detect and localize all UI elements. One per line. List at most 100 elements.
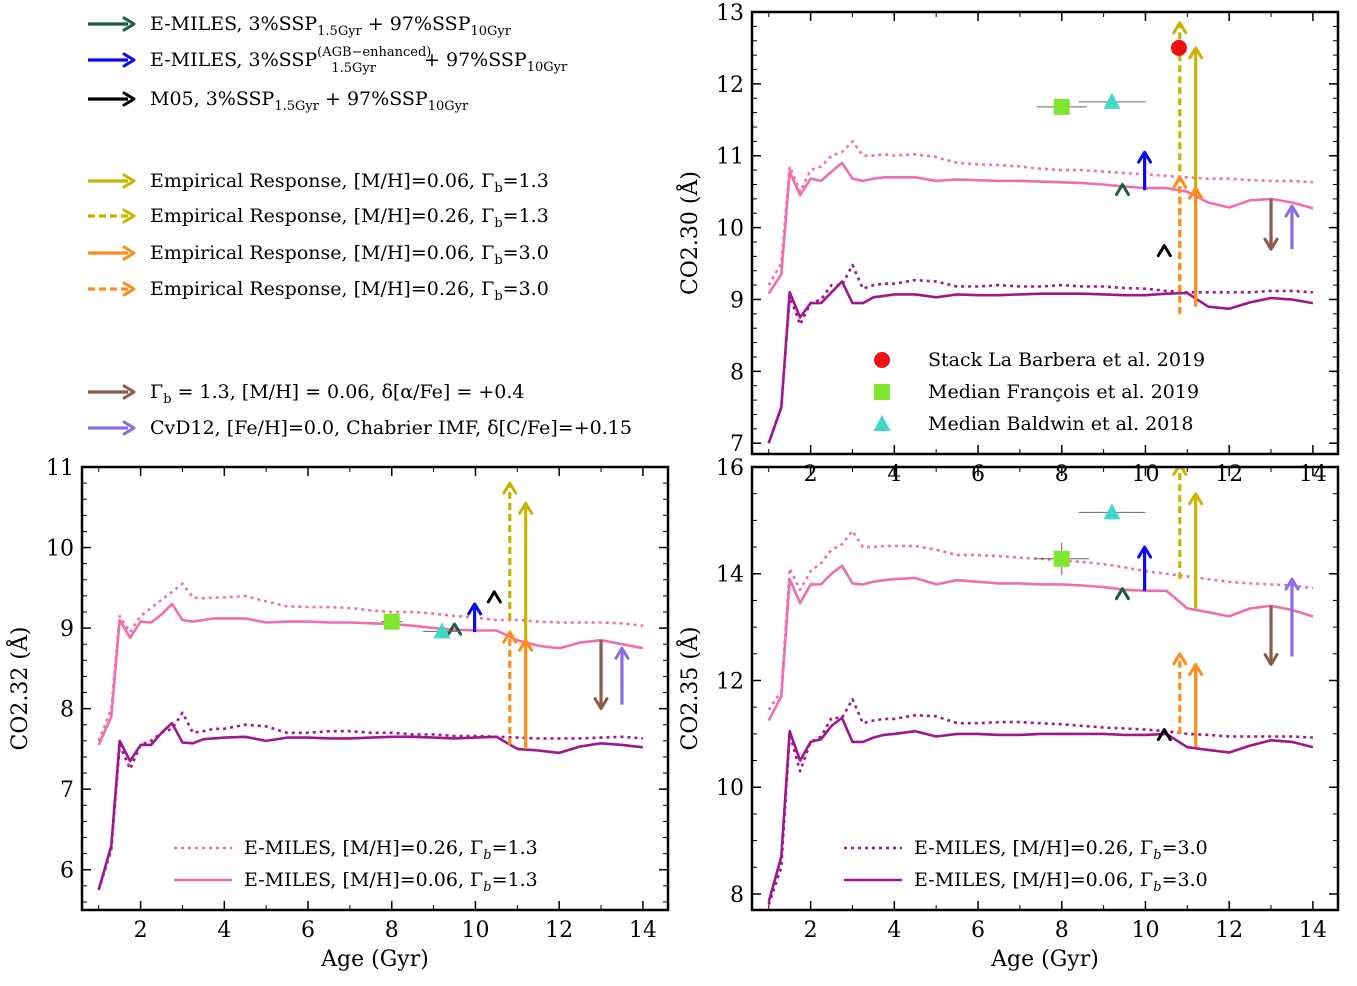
legend-text: M05, 3%SSP: [150, 88, 275, 110]
arrow-m05-head: [1156, 244, 1172, 258]
arrow-emp-mh006-g13: [1188, 46, 1204, 189]
legend-sub: b: [483, 848, 491, 863]
legend-marker-francois: [874, 384, 890, 400]
y-tick-label: 10: [716, 776, 744, 801]
legend-sub: 1.5Gyr: [274, 99, 319, 114]
legend-sub: b: [483, 880, 491, 895]
point-francois-marker: [1053, 550, 1070, 567]
point-baldwin: [423, 622, 461, 639]
legend-entry-emp-mh026-g13-head: [122, 208, 136, 224]
legend-entry-emp-mh006-g13: Empirical Response, [M/H]=0.06, Γb=1.3: [88, 170, 549, 196]
legend-entry-emiles-fraction-label: E-MILES, 3%SSP1.5Gyr + 97%SSP10Gyr: [150, 13, 512, 39]
legend-text: Empirical Response, [M/H]=0.06, Γ: [150, 170, 494, 192]
series-line-emiles-dotted-purple: [767, 263, 1313, 444]
legend-entry-emiles-fraction: E-MILES, 3%SSP1.5Gyr + 97%SSP10Gyr: [88, 13, 512, 39]
arrow-emp-mh026-g13-head: [1172, 467, 1188, 476]
legend-text: E-MILES, 3%SSP: [150, 49, 317, 71]
arrow-cvd: [1284, 204, 1300, 250]
point-baldwin-marker: [1103, 503, 1121, 520]
arrow-m05-head: [1156, 728, 1172, 742]
arrow-emp-mh026-g30: [502, 630, 518, 745]
arrow-emp-mh006-g13-head: [1188, 46, 1204, 60]
arrow-alpha-head: [1263, 237, 1279, 251]
legend-text: E-MILES, [M/H]=0.26, Γ: [914, 837, 1153, 859]
legend-entry-cvd: CvD12, [Fe/H]=0.0, Chabrier IMF, δ[C/Fe]…: [88, 417, 632, 439]
legend-entry-emp-mh006-g30-label: Empirical Response, [M/H]=0.06, Γb=3.0: [150, 242, 549, 268]
legend-entry-emp-mh026-g13-label: Empirical Response, [M/H]=0.26, Γb=1.3: [150, 205, 549, 231]
legend-text: E-MILES, [M/H]=0.06, Γ: [914, 869, 1153, 891]
y-tick-label: 11: [716, 145, 744, 170]
x-tick-label: 14: [1299, 918, 1327, 943]
arrow-cvd-head: [614, 646, 630, 660]
arrow-emiles-agb: [1137, 545, 1153, 591]
legend-sub: 10Gyr: [470, 24, 511, 39]
x-tick-label: 10: [461, 918, 489, 943]
y-tick-label: 9: [730, 288, 744, 313]
arrow-emiles-fraction-head: [1114, 587, 1130, 601]
arrow-emiles-fraction-head: [1114, 182, 1130, 196]
legend-mid: =1.3: [503, 205, 549, 227]
plot-frame: [80, 465, 670, 912]
legend-entry-emp-mh006-g13-label: Empirical Response, [M/H]=0.06, Γb=1.3: [150, 170, 549, 196]
legend-entry-emp-mh026-g30-label: Empirical Response, [M/H]=0.26, Γb=3.0: [150, 278, 549, 304]
legend-text: E-MILES, 3%SSP: [150, 13, 317, 35]
legend-entry-emiles-agb-label: E-MILES, 3%SSP(AGB−enhanced) 1.5Gyr + 97%…: [150, 45, 568, 76]
x-tick-label: 14: [629, 918, 657, 943]
legend-entry-emp-mh006-g13-head: [122, 173, 136, 189]
x-tick-label: 6: [971, 918, 985, 943]
arrow-emp-mh006-g13-head: [1188, 492, 1204, 506]
series-line-emiles-solid-pink: [767, 161, 1314, 295]
y-tick-label: 13: [716, 1, 744, 26]
arrow-cvd: [1284, 577, 1300, 657]
arrow-m05: [1156, 244, 1172, 258]
legend-sub: 10Gyr: [527, 60, 568, 75]
arrow-emp-mh026-g30-head: [1172, 652, 1188, 666]
legend-label-emiles_solid_purple: E-MILES, [M/H]=0.06, Γb=3.0: [914, 869, 1208, 895]
arrow-emp-mh006-g13: [518, 501, 534, 641]
legend-label-emiles_solid_pink: E-MILES, [M/H]=0.06, Γb=1.3: [244, 869, 538, 895]
y-tick-label: 14: [716, 563, 744, 588]
y-tick-label: 7: [60, 778, 74, 803]
legend-entry-emiles-agb: E-MILES, 3%SSP(AGB−enhanced) 1.5Gyr + 97%…: [88, 45, 568, 76]
legend-sub: b: [494, 289, 502, 304]
y-axis-label: CO2.30 (Å): [675, 171, 703, 295]
y-tick-label: 10: [716, 217, 744, 242]
legend-label-emiles_dotted_pink: E-MILES, [M/H]=0.26, Γb=1.3: [244, 837, 538, 863]
arrow-emp-mh006-g30: [1188, 662, 1204, 748]
legend-entry-emp-mh026-g13: Empirical Response, [M/H]=0.26, Γb=1.3: [88, 205, 549, 231]
point-stack-marker: [1170, 39, 1187, 56]
legend-text: E-MILES, [M/H]=0.26, Γ: [244, 837, 483, 859]
legend-marker-baldwin: [873, 415, 891, 431]
arrow-alpha-head: [593, 697, 609, 711]
legend-marker-stack: [874, 352, 890, 368]
legend-sub: 1.5Gyr: [317, 24, 362, 39]
point-baldwin: [1078, 92, 1146, 109]
arrow-emp-mh006-g30-head: [1188, 186, 1204, 200]
series-line-emiles-solid-purple: [767, 280, 1314, 444]
x-tick-label: 6: [301, 918, 315, 943]
legend-sub: b: [494, 253, 502, 268]
legend-mid: =3.0: [503, 278, 549, 300]
legend-entry-alpha-head: [122, 384, 136, 400]
legend-mid: + 97%SSP: [418, 49, 527, 71]
x-tick-label: 8: [1055, 918, 1069, 943]
y-axis-label: CO2.35 (Å): [675, 627, 703, 751]
plot-area: [97, 481, 644, 891]
legend-label-baldwin: Median Baldwin et al. 2018: [928, 413, 1193, 435]
arrow-emiles-fraction: [1114, 587, 1130, 601]
plot-frame: [750, 465, 1340, 912]
series-line-emiles-solid-purple: [97, 721, 644, 891]
legend-mid: + 97%SSP: [362, 13, 471, 35]
point-francois-marker: [383, 613, 400, 630]
panel-co235: 2 4 6 8 10 12 14 8 10 12 14 16 Age (Gyr) CO2.35 (Å) E-…: [675, 456, 1340, 972]
legend-sub: b: [494, 181, 502, 196]
arrow-emp-mh006-g30-head: [1188, 662, 1204, 676]
point-baldwin-marker: [1103, 92, 1121, 109]
arrow-emp-mh006-g30: [518, 638, 534, 749]
x-tick-label: 4: [217, 918, 231, 943]
legend-mid: =1.3: [503, 170, 549, 192]
arrow-emiles-fraction: [447, 622, 463, 636]
arrow-m05-head: [486, 590, 502, 604]
x-tick-label: 10: [1131, 918, 1159, 943]
